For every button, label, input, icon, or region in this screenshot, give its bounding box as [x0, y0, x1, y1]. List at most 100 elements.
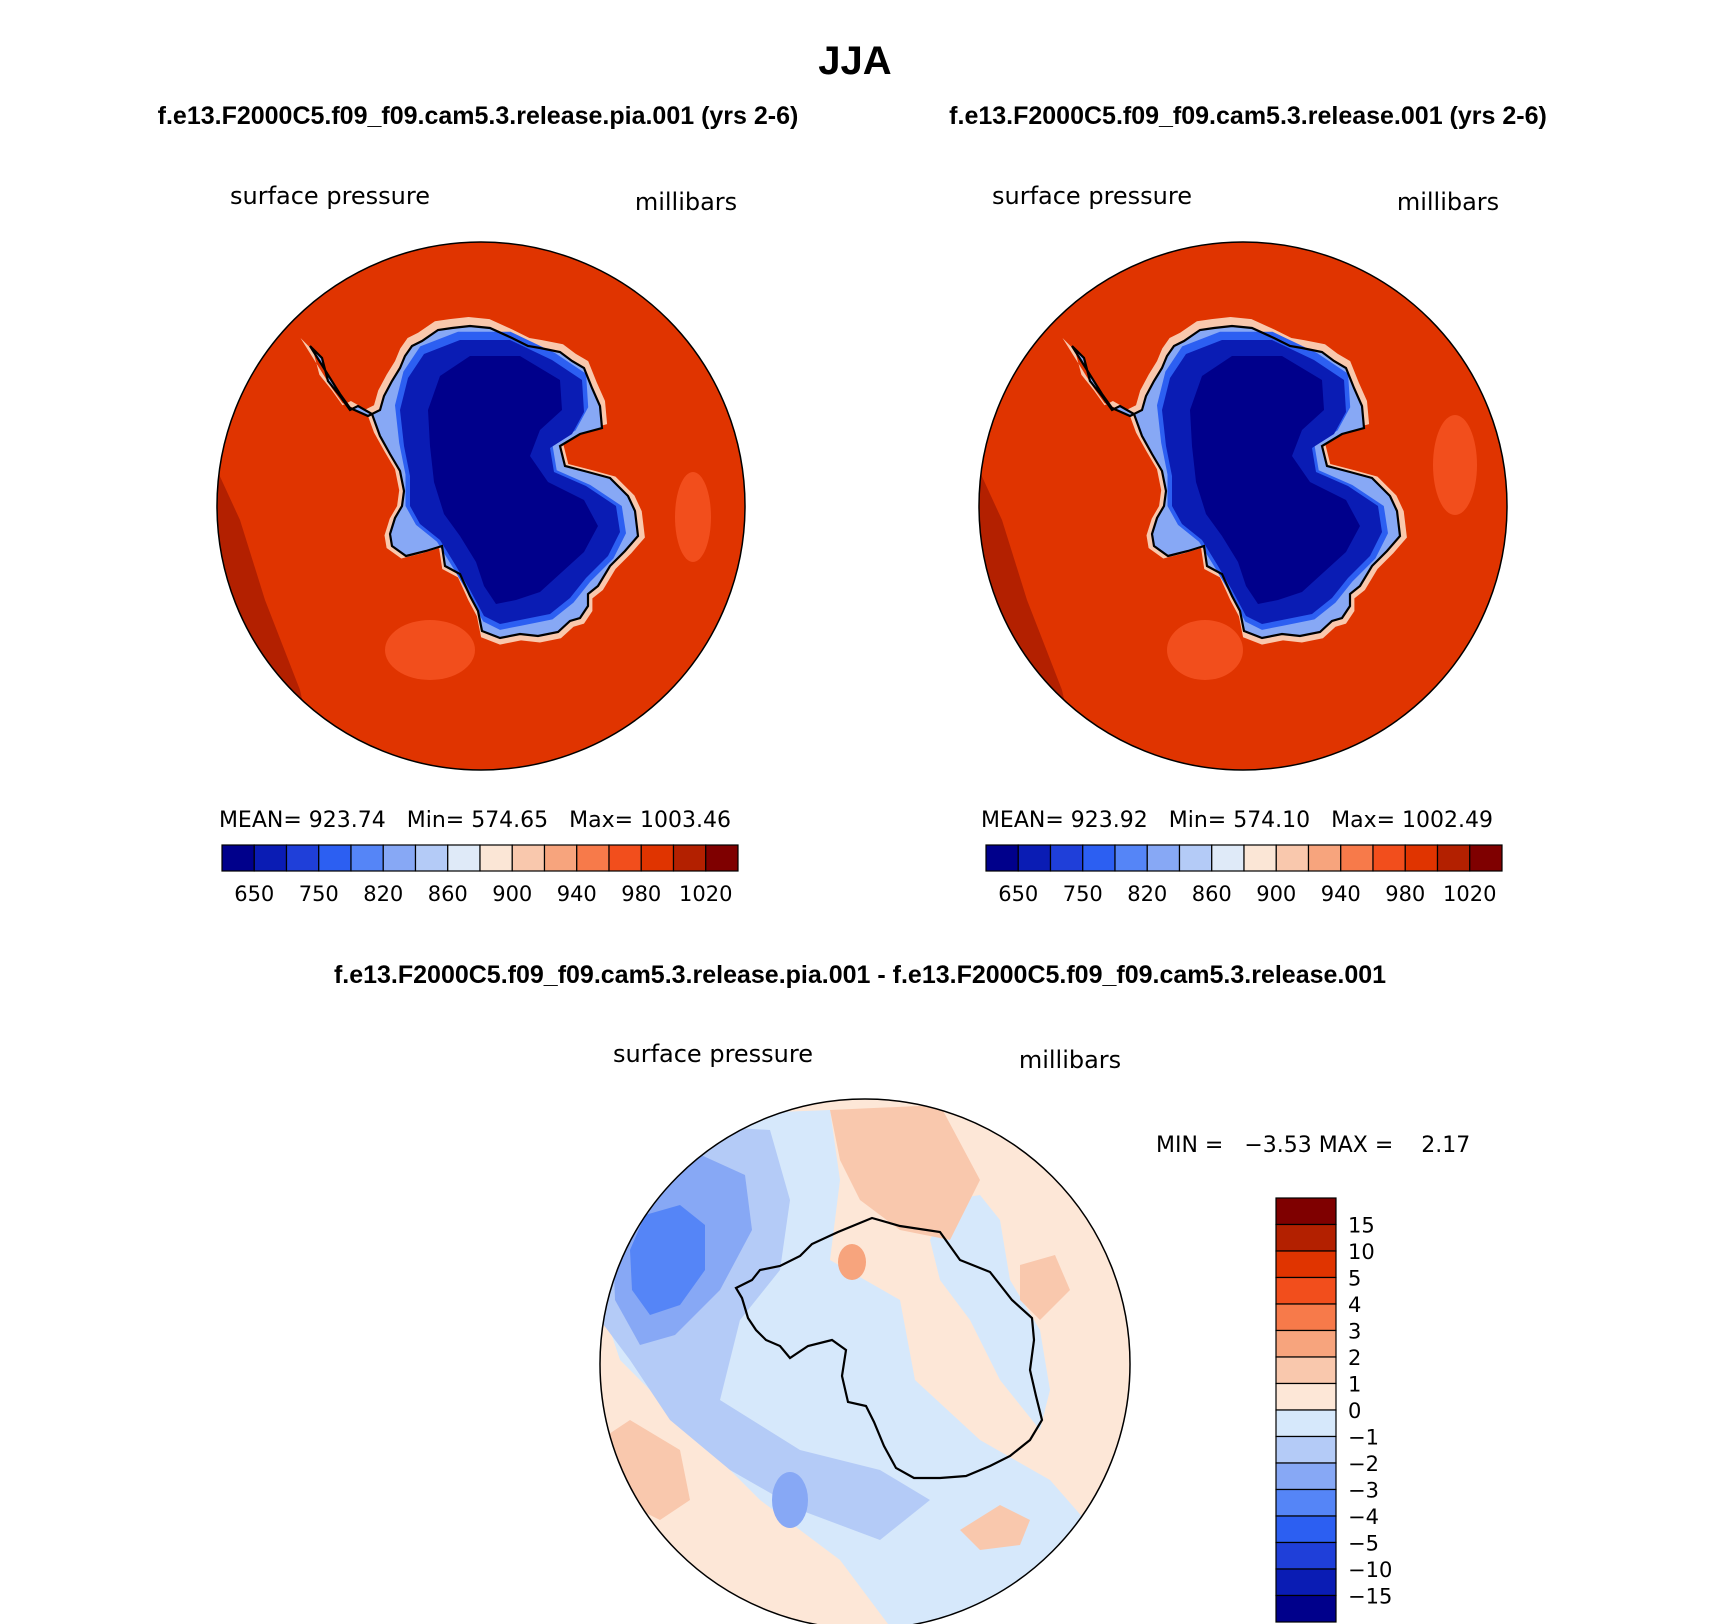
colorbar-b-tick-label: 900 [1256, 882, 1296, 906]
colorbar-a-tick-label: 750 [299, 882, 339, 906]
colorbar-a-swatch [285, 844, 320, 872]
colorbar-diff-swatch [1275, 1276, 1337, 1305]
colorbar-a: 650 750 820 860 900 940 980 1020 [221, 844, 739, 906]
colorbar-diff-tick-label: 10 [1348, 1240, 1375, 1264]
colorbar-a-swatch [543, 844, 578, 872]
map-boundary-a [216, 241, 746, 771]
colorbar-b-swatch [1307, 844, 1342, 872]
colorbar-diff-tick-label: −3 [1348, 1479, 1379, 1503]
panel-case-b: f.e13.F2000C5.f09_f09.cam5.3.release.001… [949, 102, 1547, 906]
colorbar-b-swatch [1017, 844, 1052, 872]
colorbar-b-tick-label: 820 [1127, 882, 1167, 906]
stats-label-b: MEAN= 923.92 Min= 574.10 Max= 1002.49 [981, 808, 1493, 833]
colorbar-diff-swatch [1275, 1568, 1337, 1597]
colorbar-diff-swatch [1275, 1356, 1337, 1385]
colorbar-b-tick-label: 1020 [1443, 882, 1496, 906]
negative-anomaly-region-east [930, 1195, 1050, 1430]
variable-label-b: surface pressure [992, 182, 1192, 210]
colorbar-b-swatch [1243, 844, 1277, 872]
colorbar-b-tick-label: 940 [1321, 882, 1361, 906]
units-label-a: millibars [635, 188, 737, 216]
colorbar-b-swatch [1082, 844, 1116, 872]
pressure-patch-a1 [385, 620, 475, 680]
minmax-label-diff: MIN = −3.53 MAX = 2.17 [1156, 1133, 1470, 1158]
polar-map-b [979, 242, 1507, 770]
figure-title: JJA [818, 39, 891, 83]
colorbar-b-tick-label: 860 [1192, 882, 1232, 906]
colorbar-diff-tick-label: 0 [1348, 1399, 1361, 1423]
colorbar-a-swatch [608, 844, 642, 872]
positive-anomaly-north [830, 1105, 980, 1240]
colorbar-b-swatch [1146, 844, 1181, 872]
colorbar-a-tick-label: 980 [621, 882, 661, 906]
colorbar-b-swatch [1340, 844, 1374, 872]
colorbar-a-swatch [640, 844, 675, 872]
colorbar-a-swatch [672, 844, 707, 872]
polar-map-a [217, 242, 745, 770]
colorbar-diff-tick-label: −4 [1348, 1505, 1379, 1529]
colorbar-a-swatch [576, 844, 610, 872]
variable-label-diff: surface pressure [613, 1040, 813, 1068]
colorbar-a-swatch [350, 844, 384, 872]
colorbar-b-swatch [1049, 844, 1084, 872]
panel-case-a: f.e13.F2000C5.f09_f09.cam5.3.release.pia… [158, 102, 799, 906]
colorbar-a-tick-label: 1020 [679, 882, 732, 906]
colorbar-b-swatch [1404, 844, 1439, 872]
colorbar-diff-swatch [1275, 1594, 1337, 1623]
variable-label-a: surface pressure [230, 182, 430, 210]
case-title-a: f.e13.F2000C5.f09_f09.cam5.3.release.pia… [158, 102, 799, 130]
colorbar-diff-swatch [1275, 1435, 1337, 1464]
colorbar-b-swatch [1114, 844, 1148, 872]
coastline-diff [734, 1216, 1044, 1480]
colorbar-a-swatch [382, 844, 417, 872]
units-label-diff: millibars [1019, 1046, 1121, 1074]
map-boundary-diff [599, 1098, 1131, 1624]
colorbar-a-tick-label: 860 [428, 882, 468, 906]
colorbar-diff-swatch [1275, 1541, 1337, 1570]
colorbar-diff-tick-label: 5 [1348, 1267, 1361, 1291]
positive-anomaly-east [1020, 1255, 1070, 1320]
colorbar-a-swatch [479, 844, 513, 872]
colorbar-diff-swatch [1275, 1462, 1337, 1491]
colorbar-diff-swatch [1275, 1488, 1337, 1517]
colorbar-a-tick-label: 820 [363, 882, 403, 906]
colorbar-b-tick-label: 750 [1063, 882, 1103, 906]
colorbar-diff-swatch [1275, 1303, 1337, 1332]
colorbar-diff-tick-label: 1 [1348, 1373, 1361, 1397]
colorbar-b-tick-label: 650 [998, 882, 1038, 906]
polar-map-diff [600, 1099, 1130, 1624]
negative-anomaly-patch-south [772, 1472, 808, 1528]
colorbar-a-swatch [447, 844, 481, 872]
colorbar-a-swatch [414, 844, 449, 872]
case-title-b: f.e13.F2000C5.f09_f09.cam5.3.release.001… [949, 102, 1547, 130]
case-title-diff: f.e13.F2000C5.f09_f09.cam5.3.release.pia… [334, 961, 1386, 989]
strongest-negative-anomaly [630, 1205, 705, 1315]
colorbar-diff-tick-label: −15 [1348, 1585, 1392, 1609]
colorbar-diff-swatch [1275, 1515, 1337, 1544]
colorbar-diff-tick-label: 2 [1348, 1346, 1361, 1370]
colorbar-a-swatch [511, 844, 546, 872]
positive-anomaly-southeast [960, 1505, 1030, 1550]
colorbar-b-swatch [1275, 844, 1310, 872]
colorbar-diff-tick-label: −5 [1348, 1532, 1379, 1556]
colorbar-a-swatch [253, 844, 288, 872]
pressure-patch-b1 [1167, 620, 1243, 680]
colorbar-diff-swatch [1275, 1329, 1337, 1358]
colorbar-a-swatch [318, 844, 352, 872]
colorbar-diff-swatch [1275, 1250, 1337, 1279]
colorbar-diff-swatch [1275, 1409, 1337, 1438]
colorbar-diff-tick-label: −1 [1348, 1426, 1379, 1450]
colorbar-a-swatch [705, 844, 739, 872]
colorbar-a-swatch [221, 844, 255, 872]
colorbar-a-tick-label: 940 [557, 882, 597, 906]
colorbar-b-swatch [1372, 844, 1406, 872]
colorbar-diff-tick-label: −10 [1348, 1558, 1392, 1582]
positive-anomaly-peak [838, 1244, 866, 1280]
colorbar-diff-tick-label: 4 [1348, 1293, 1361, 1317]
colorbar-b-swatch [1469, 844, 1503, 872]
units-label-b: millibars [1397, 188, 1499, 216]
map-boundary-b [978, 241, 1508, 771]
colorbar-b-swatch [1211, 844, 1245, 872]
